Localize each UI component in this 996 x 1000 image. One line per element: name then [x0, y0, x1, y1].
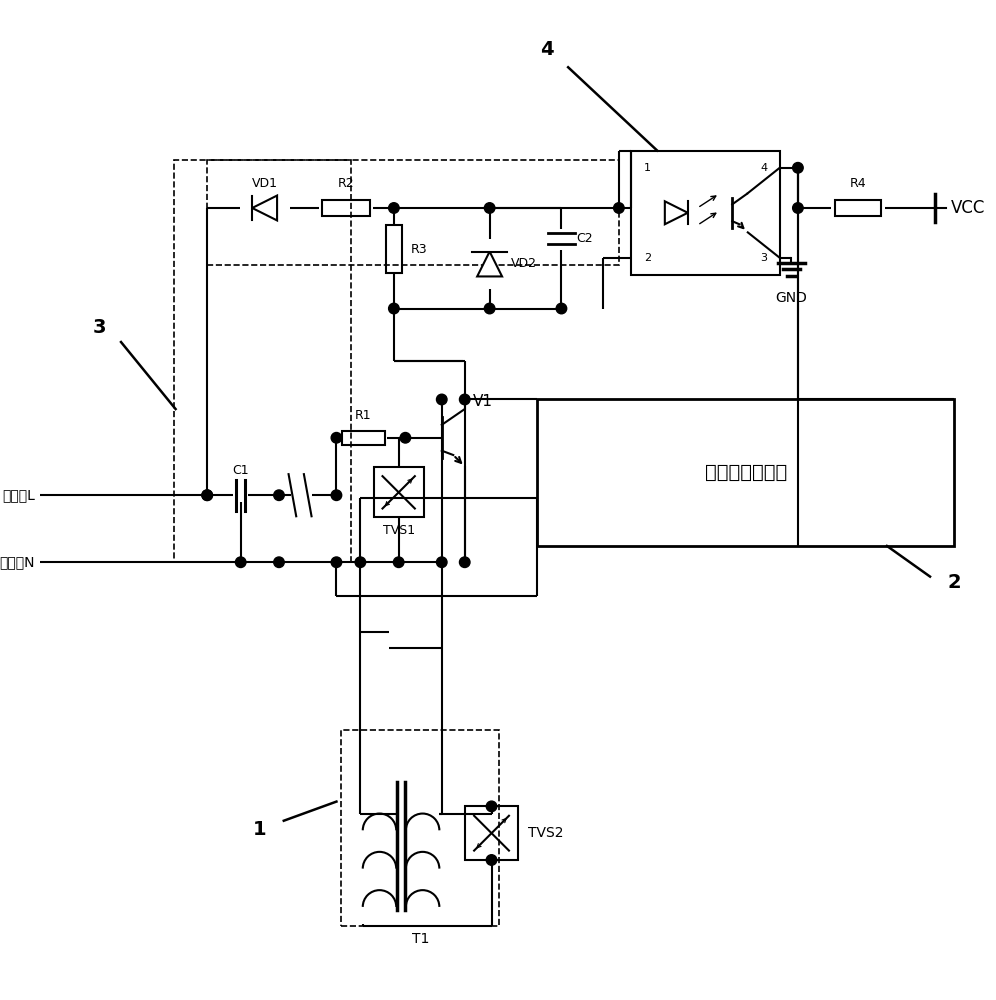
Bar	[342, 431, 384, 445]
Bar	[465, 806, 518, 860]
Circle shape	[556, 303, 567, 314]
Text: TVS2: TVS2	[528, 826, 564, 840]
Text: 1: 1	[253, 820, 267, 839]
Text: R1: R1	[355, 409, 372, 422]
Circle shape	[484, 303, 495, 314]
Bar	[342, 730, 499, 926]
Text: GND: GND	[775, 291, 807, 305]
Text: 2: 2	[947, 573, 961, 592]
Text: 电力线L: 电力线L	[2, 488, 35, 502]
Circle shape	[484, 203, 495, 213]
Circle shape	[356, 557, 366, 567]
Circle shape	[332, 557, 342, 567]
Text: 1: 1	[643, 163, 650, 173]
Circle shape	[388, 303, 399, 314]
Text: R4: R4	[850, 177, 867, 190]
Bar	[173, 160, 351, 562]
Circle shape	[388, 203, 399, 213]
Circle shape	[486, 855, 497, 865]
Text: 电力线载波模块: 电力线载波模块	[704, 463, 787, 482]
Circle shape	[274, 557, 284, 567]
Bar	[631, 151, 780, 275]
Text: R3: R3	[411, 243, 427, 256]
Circle shape	[793, 163, 803, 173]
Text: 电力线N: 电力线N	[0, 555, 35, 569]
Circle shape	[202, 490, 212, 500]
Bar	[374, 467, 423, 517]
Circle shape	[614, 203, 624, 213]
Text: 3: 3	[760, 253, 767, 263]
Text: 3: 3	[93, 318, 106, 337]
Bar	[207, 160, 619, 265]
Circle shape	[202, 490, 212, 500]
Circle shape	[235, 557, 246, 567]
Text: C2: C2	[576, 232, 593, 245]
Text: 4: 4	[540, 40, 554, 59]
Bar	[322, 200, 370, 216]
Bar	[538, 399, 954, 546]
Circle shape	[332, 433, 342, 443]
Text: 2: 2	[643, 253, 651, 263]
Circle shape	[459, 557, 470, 567]
Text: V1: V1	[472, 394, 492, 409]
Text: C1: C1	[232, 464, 249, 477]
Circle shape	[459, 394, 470, 405]
Bar	[386, 225, 401, 273]
Circle shape	[793, 203, 803, 213]
Text: VD1: VD1	[252, 177, 278, 190]
Circle shape	[486, 801, 497, 812]
Polygon shape	[252, 196, 277, 220]
Text: 4: 4	[760, 163, 767, 173]
Polygon shape	[477, 252, 502, 276]
Circle shape	[400, 433, 410, 443]
Text: VCC: VCC	[951, 199, 985, 217]
Circle shape	[332, 490, 342, 500]
Circle shape	[274, 490, 284, 500]
Polygon shape	[664, 201, 688, 224]
Circle shape	[436, 394, 447, 405]
Circle shape	[393, 557, 404, 567]
Text: T1: T1	[411, 932, 429, 946]
Text: VD2: VD2	[511, 257, 537, 270]
Text: TVS1: TVS1	[382, 524, 414, 537]
Circle shape	[436, 557, 447, 567]
Text: R2: R2	[338, 177, 355, 190]
Bar	[836, 200, 881, 216]
